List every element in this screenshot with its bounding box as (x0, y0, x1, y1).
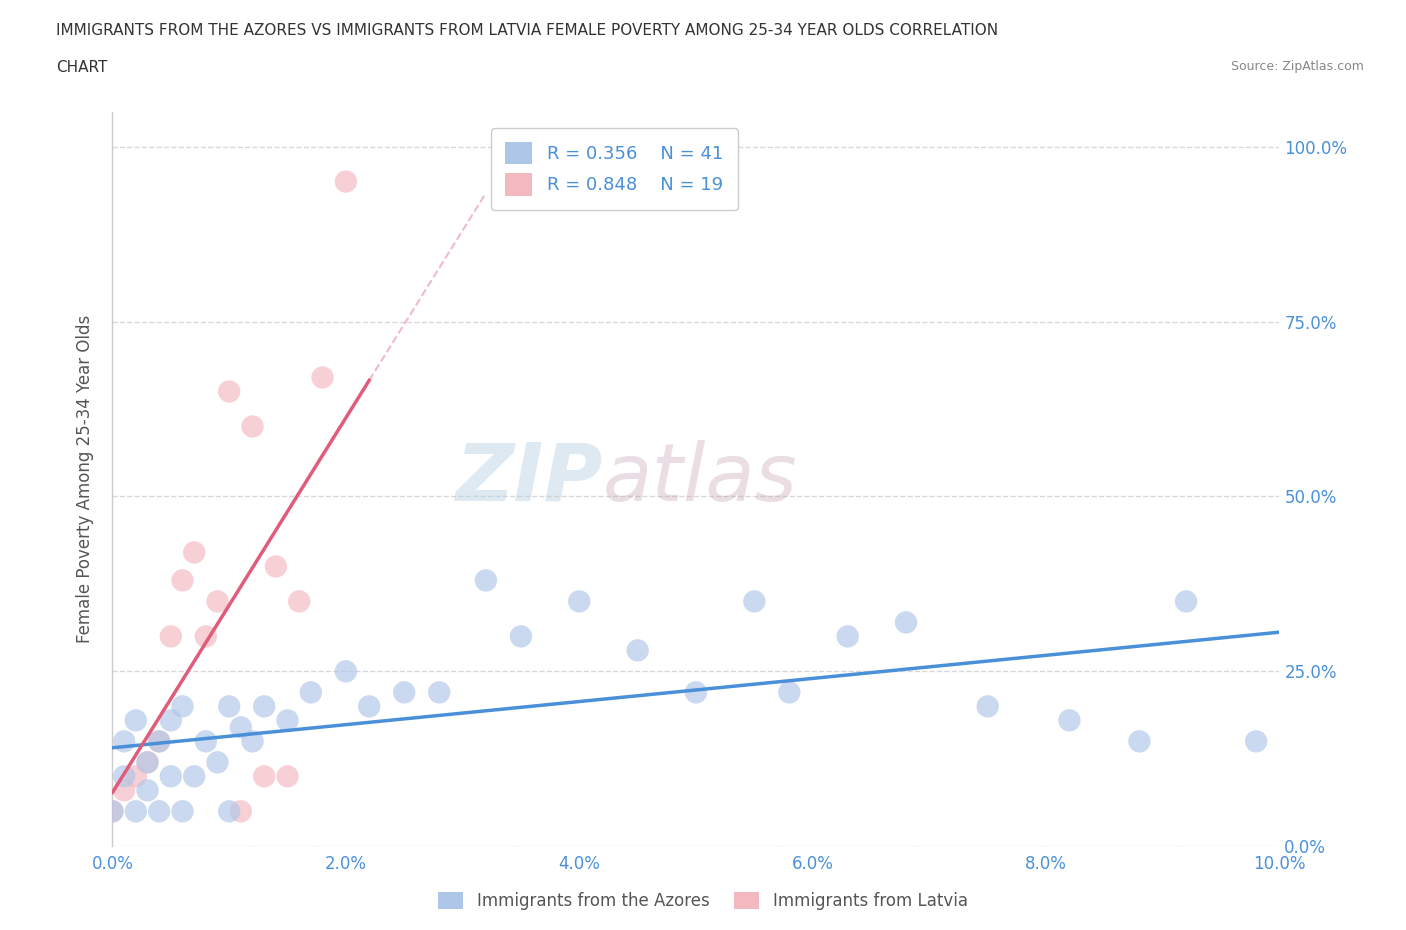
Point (1175, 594, 1198, 609)
Point (253, 769, 276, 784)
Point (218, 699, 240, 714)
Point (160, 713, 183, 728)
Point (276, 769, 298, 784)
Point (183, 545, 205, 560)
Point (125, 713, 148, 728)
Point (183, 769, 205, 784)
Point (148, 734, 170, 749)
Point (288, 594, 311, 609)
Point (1244, 734, 1267, 749)
Point (778, 684, 800, 699)
Point (160, 629, 183, 644)
Point (229, 720, 252, 735)
Point (112, 769, 135, 784)
Point (101, 804, 124, 818)
Point (125, 804, 148, 818)
Point (148, 804, 170, 818)
Point (112, 734, 135, 749)
Point (101, 804, 124, 818)
Text: atlas: atlas (603, 440, 797, 518)
Point (427, 684, 450, 699)
Point (218, 804, 240, 818)
Point (276, 713, 298, 728)
Point (299, 684, 322, 699)
Point (837, 629, 859, 644)
Point (335, 174, 357, 189)
Legend: Immigrants from the Azores, Immigrants from Latvia: Immigrants from the Azores, Immigrants f… (432, 885, 974, 917)
Point (311, 370, 333, 385)
Point (335, 664, 357, 679)
Point (207, 755, 229, 770)
Point (125, 769, 148, 784)
Point (136, 755, 159, 770)
Point (264, 559, 287, 574)
Point (394, 684, 416, 699)
Point (148, 734, 170, 749)
Point (172, 573, 194, 588)
Y-axis label: Female Poverty Among 25-34 Year Olds: Female Poverty Among 25-34 Year Olds (76, 315, 94, 643)
Point (229, 804, 252, 818)
Text: IMMIGRANTS FROM THE AZORES VS IMMIGRANTS FROM LATVIA FEMALE POVERTY AMONG 25-34 : IMMIGRANTS FROM THE AZORES VS IMMIGRANTS… (56, 23, 998, 38)
Point (742, 594, 765, 609)
Point (172, 804, 194, 818)
Point (160, 769, 183, 784)
Point (242, 419, 264, 434)
Point (136, 783, 159, 798)
Legend: R = 0.356    N = 41, R = 0.848    N = 19: R = 0.356 N = 41, R = 0.848 N = 19 (491, 128, 738, 210)
Point (509, 629, 531, 644)
Point (976, 699, 998, 714)
Text: CHART: CHART (56, 60, 108, 75)
Point (218, 384, 240, 399)
Point (253, 699, 276, 714)
Point (568, 594, 591, 609)
Point (1059, 713, 1081, 728)
Point (194, 734, 217, 749)
Point (242, 734, 264, 749)
Point (475, 573, 498, 588)
Point (194, 629, 217, 644)
Point (207, 594, 229, 609)
Point (1128, 734, 1150, 749)
Point (627, 643, 650, 658)
Text: ZIP: ZIP (456, 440, 603, 518)
Point (136, 755, 159, 770)
Point (359, 699, 381, 714)
Text: Source: ZipAtlas.com: Source: ZipAtlas.com (1230, 60, 1364, 73)
Point (112, 783, 135, 798)
Point (172, 699, 194, 714)
Point (685, 684, 707, 699)
Point (894, 615, 917, 630)
